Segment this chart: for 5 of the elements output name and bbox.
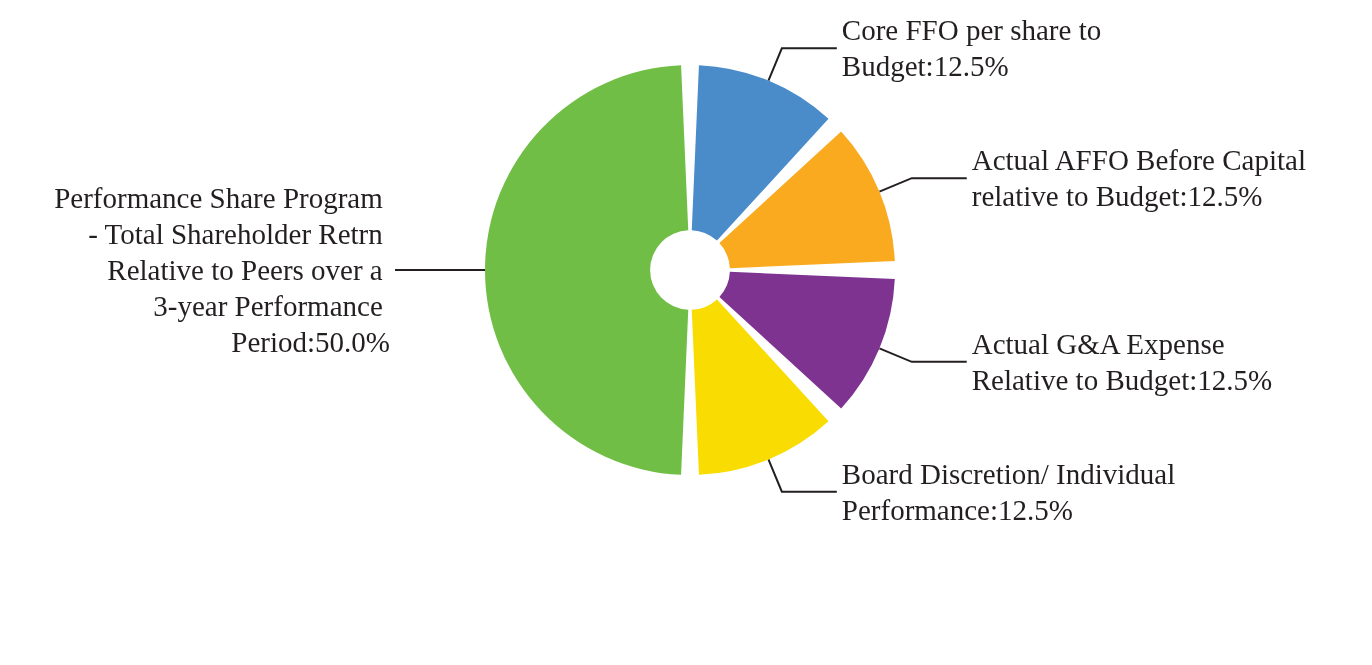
slice-label: Performance Share Program - Total Shareholder Retrn Relative to Peers over a 3-year Performance Period:50.0% (54, 182, 390, 358)
slice-label: Core FFO per share to Budget:12.5% (841, 14, 1109, 83)
slice-label: Actual AFFO Before Capital relative to Budget:12.5% (971, 144, 1314, 213)
slice-label: Board Discretion/ Individual Performance:12.5% (841, 457, 1183, 526)
slice-label: Actual G&A Expense Relative to Budget:12.5% (971, 327, 1273, 396)
